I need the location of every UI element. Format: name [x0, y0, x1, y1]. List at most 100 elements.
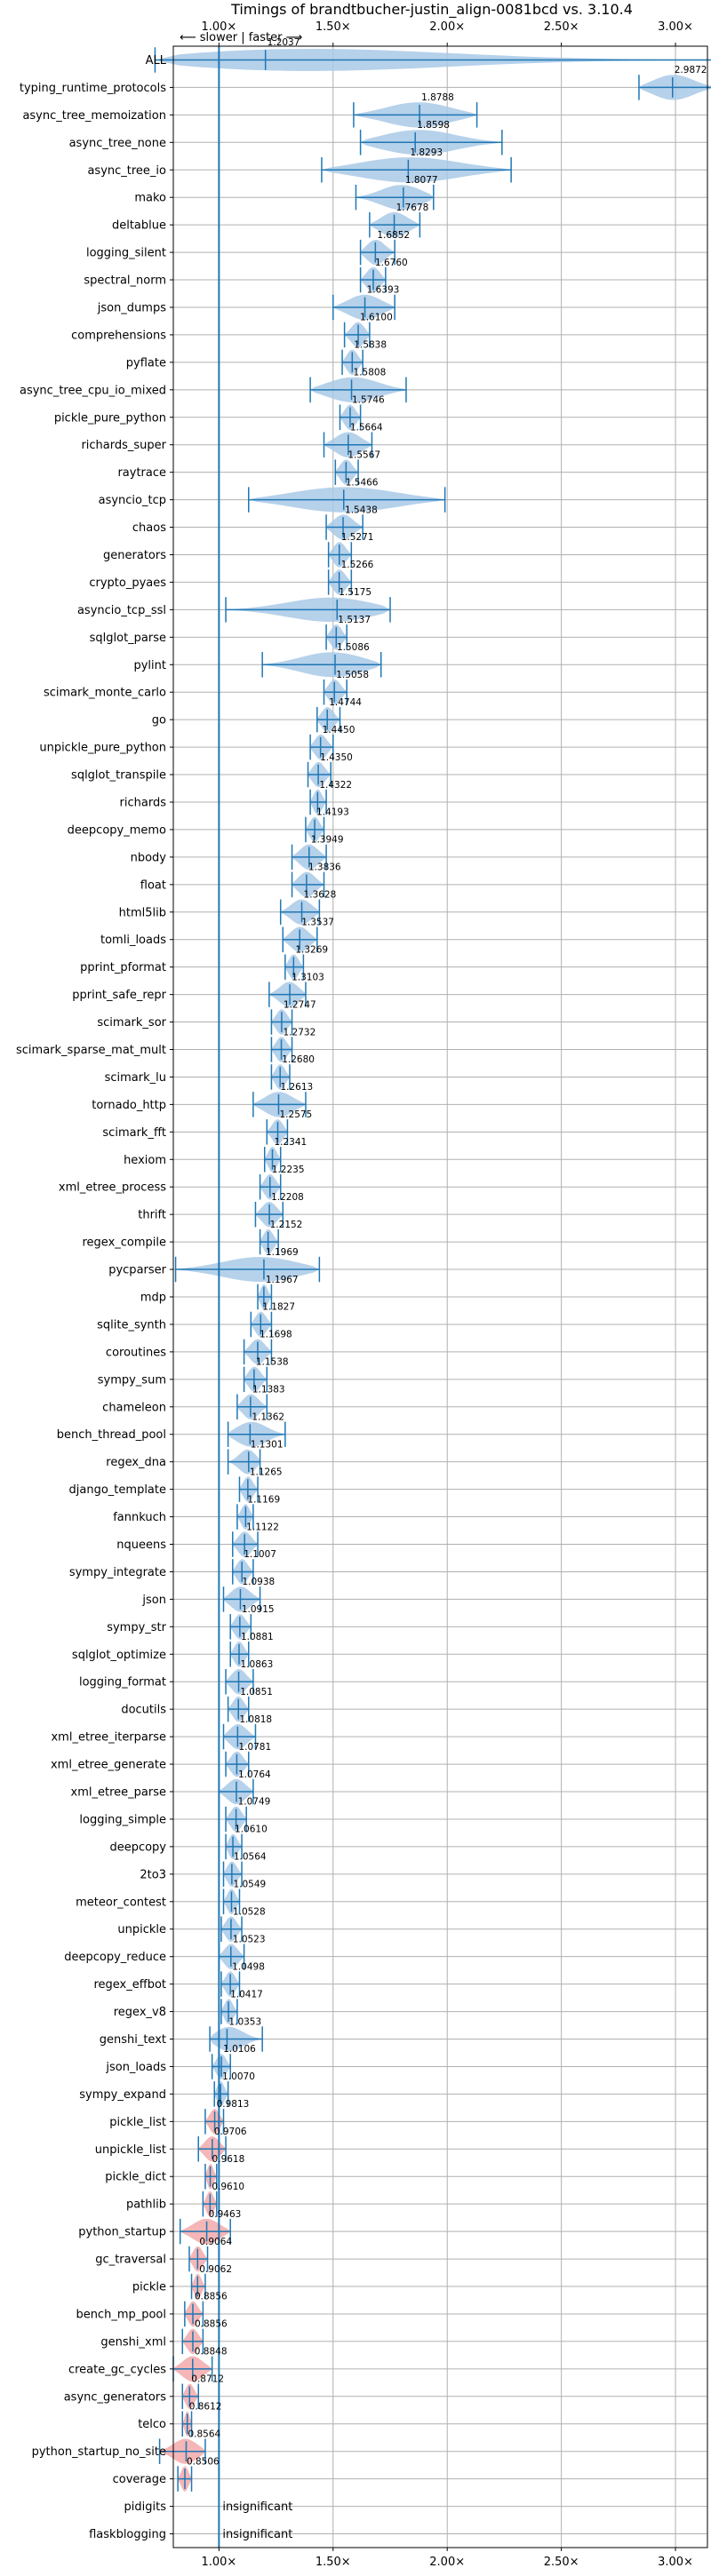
y-tick-label: async_tree_memoization: [22, 109, 166, 123]
value-label: 1.5266: [341, 560, 374, 570]
y-tick-label: regex_compile: [82, 1236, 166, 1250]
y-tick-label: xml_etree_parse: [71, 1786, 166, 1800]
y-tick-label: json_loads: [105, 2061, 166, 2074]
x-tick-label-top: 1.00×: [201, 20, 236, 34]
value-label: 1.8293: [410, 147, 443, 158]
y-tick-label: ALL: [146, 54, 167, 68]
value-label: 1.5058: [336, 670, 369, 680]
value-label: 1.1698: [260, 1330, 292, 1340]
value-label: 1.5746: [352, 395, 385, 406]
value-label: 1.2341: [274, 1137, 307, 1148]
value-label: 1.4450: [323, 725, 356, 735]
y-tick-label: async_tree_cpu_io_mixed: [20, 384, 166, 397]
value-label: 1.4322: [319, 780, 352, 791]
value-label: 1.0818: [239, 1714, 272, 1725]
y-tick-label: 2to3: [140, 1868, 166, 1881]
insignificant-label: insignificant: [222, 2528, 292, 2541]
value-label: 1.0781: [238, 1742, 271, 1753]
y-tick-label: nbody: [131, 851, 167, 864]
value-label: 1.5175: [339, 587, 371, 598]
y-tick-label: logging_format: [79, 1676, 166, 1690]
x-tick-label-bottom: 1.00×: [201, 2556, 236, 2569]
x-tick-label-top: 2.00×: [429, 20, 465, 34]
direction-label: ⟵ slower | faster ⟶: [180, 31, 302, 44]
value-label: 1.2732: [284, 1027, 316, 1038]
value-label: 1.0851: [240, 1687, 273, 1697]
y-tick-label: django_template: [69, 1483, 166, 1497]
value-label: 0.9706: [214, 2127, 247, 2137]
value-label: 1.7678: [396, 203, 429, 213]
y-tick-label: python_startup: [78, 2226, 166, 2239]
y-tick-label: go: [152, 714, 166, 727]
y-tick-label: genshi_text: [100, 2033, 166, 2047]
value-label: 1.2613: [280, 1082, 313, 1093]
y-tick-label: chameleon: [102, 1401, 166, 1414]
y-tick-label: mako: [134, 192, 166, 205]
y-tick-label: unpickle_pure_python: [39, 742, 166, 755]
value-label: 1.6100: [360, 313, 393, 323]
value-label: 1.2235: [272, 1165, 305, 1175]
value-label: 1.5808: [354, 368, 387, 378]
value-label: 1.6393: [367, 285, 400, 296]
value-label: 1.1969: [266, 1247, 299, 1258]
x-tick-label-bottom: 1.50×: [316, 2556, 351, 2569]
y-tick-label: sqlglot_parse: [90, 632, 166, 645]
value-label: 1.1122: [246, 1522, 279, 1532]
y-tick-label: json_dumps: [97, 301, 166, 314]
value-label: 1.3628: [304, 890, 337, 901]
value-label: 1.2575: [280, 1109, 313, 1120]
y-tick-label: chaos: [132, 521, 166, 535]
y-tick-label: bench_thread_pool: [57, 1428, 166, 1442]
y-tick-label: asyncio_tcp_ssl: [77, 604, 166, 617]
value-label: 1.1538: [256, 1357, 289, 1368]
y-tick-label: scimark_monte_carlo: [44, 687, 166, 700]
value-label: 1.0938: [242, 1577, 275, 1587]
value-label: 1.5838: [354, 340, 387, 351]
y-tick-label: raytrace: [117, 466, 166, 480]
value-label: 1.5664: [350, 422, 383, 433]
value-label: 1.3103: [292, 972, 324, 982]
y-tick-label: regex_dna: [106, 1456, 166, 1469]
value-label: 0.9064: [199, 2237, 232, 2247]
value-label: 1.0106: [223, 2044, 256, 2055]
y-tick-label: unpickle: [117, 1923, 166, 1936]
y-tick-label: float: [140, 879, 166, 892]
value-label: 1.0881: [241, 1632, 274, 1642]
y-tick-label: sympy_integrate: [69, 1566, 166, 1579]
x-tick-label-bottom: 2.00×: [429, 2556, 465, 2569]
value-label: 0.8506: [187, 2456, 220, 2467]
value-label: 0.9618: [212, 2154, 245, 2165]
y-tick-label: pickle_list: [109, 2116, 166, 2129]
value-label: 1.0749: [238, 1797, 271, 1808]
y-tick-label: pprint_pformat: [80, 961, 166, 974]
value-label: 1.3836: [308, 863, 341, 873]
y-tick-label: richards_super: [81, 439, 166, 452]
y-tick-label: tornado_http: [92, 1099, 166, 1112]
y-tick-label: gc_traversal: [95, 2254, 166, 2267]
y-tick-label: xml_etree_iterparse: [51, 1731, 166, 1745]
value-label: 0.8712: [191, 2374, 224, 2385]
value-label: 1.4350: [320, 752, 353, 763]
value-label: 0.8856: [195, 2319, 228, 2330]
value-label: 2.9872: [675, 65, 707, 76]
y-tick-label: deepcopy_reduce: [64, 1951, 166, 1964]
value-label: 1.2037: [268, 37, 300, 48]
y-tick-label: telco: [138, 2418, 166, 2431]
value-label: 1.4744: [329, 697, 362, 708]
value-label: 1.0764: [238, 1769, 271, 1780]
y-tick-label: mdp: [140, 1292, 166, 1305]
x-tick-label-top: 3.00×: [658, 20, 693, 34]
value-label: 1.5567: [348, 449, 380, 460]
y-tick-label: sympy_expand: [79, 2088, 166, 2102]
y-tick-label: meteor_contest: [76, 1896, 166, 1909]
value-label: 1.0564: [234, 1852, 267, 1863]
y-tick-label: sqlglot_transpile: [71, 769, 166, 783]
y-tick-label: coroutines: [106, 1346, 166, 1359]
y-tick-label: scimark_lu: [105, 1071, 166, 1085]
y-tick-label: pathlib: [126, 2198, 166, 2212]
value-label: 1.1301: [251, 1439, 284, 1450]
y-tick-label: fannkuch: [113, 1511, 166, 1524]
y-tick-label: comprehensions: [71, 329, 166, 342]
y-tick-label: logging_simple: [79, 1813, 166, 1826]
